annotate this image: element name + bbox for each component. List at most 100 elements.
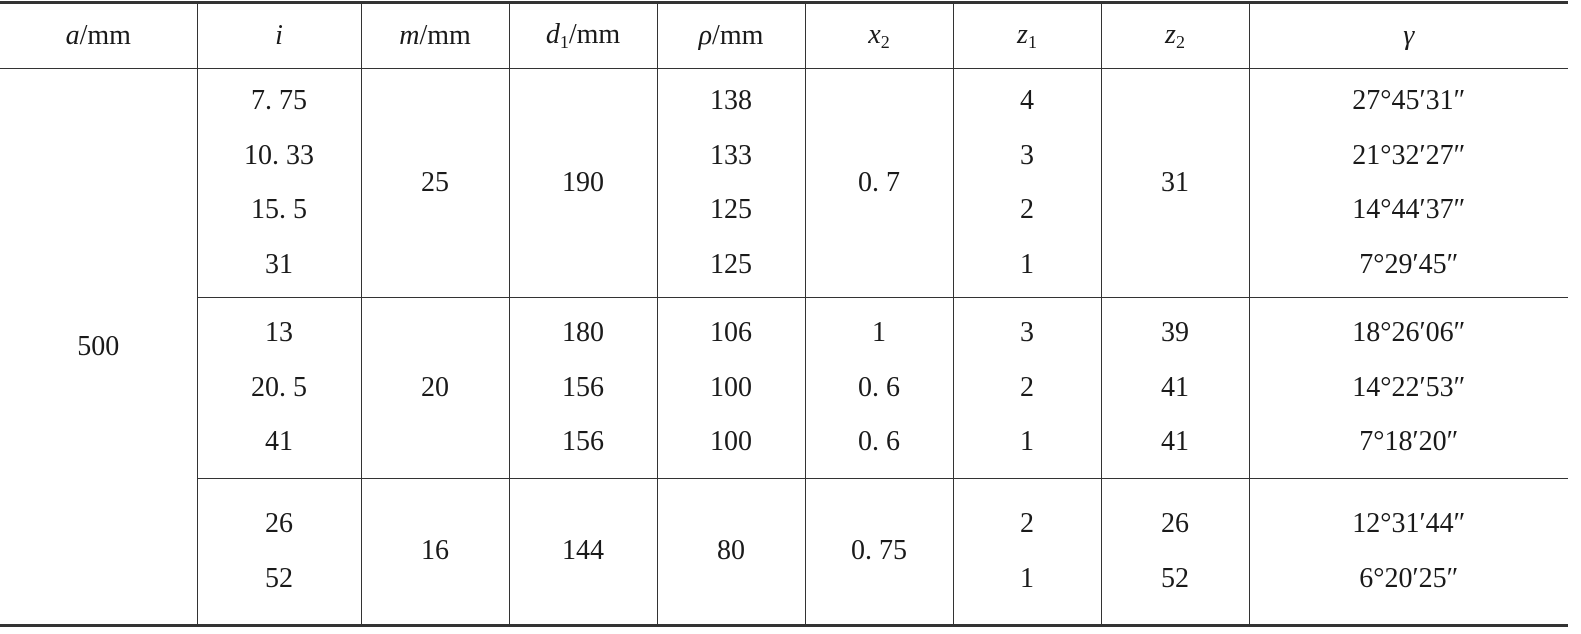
- gamma-value: 27°45′31″: [1352, 85, 1466, 116]
- m-value: 20: [421, 371, 449, 403]
- header-symbol: a: [65, 20, 80, 51]
- header-row: a/mm i m/mm d1/mm ρ/mm x2 z1 z2 γ: [0, 1, 1568, 69]
- z1-value: 3: [1020, 139, 1034, 171]
- header-symbol: x: [868, 19, 881, 50]
- x2-value: 0. 7: [858, 166, 900, 198]
- gamma-cell: 12°31′44″ 6°20′25″: [1248, 478, 1568, 627]
- header-cell: d1/mm: [508, 1, 658, 69]
- d1-cell: 144: [508, 478, 658, 627]
- d1-cell: 190: [508, 68, 658, 298]
- gamma-value: 7°29′45″: [1359, 248, 1459, 280]
- gamma-value: 6°20′25″: [1359, 562, 1459, 594]
- rho-value: 106: [710, 317, 752, 349]
- header-symbol: d: [545, 19, 560, 50]
- x2-cell: 0. 75: [804, 478, 954, 627]
- z1-value: 1: [1020, 248, 1034, 280]
- gamma-cell: 18°26′06″ 14°22′53″ 7°18′20″: [1248, 297, 1568, 479]
- z2-value: 41: [1161, 371, 1189, 403]
- table-body: 500 7. 75 10. 33 15. 5 31 25 190 138 133 125 125 0.…: [0, 68, 1568, 627]
- i-value: 52: [265, 562, 293, 594]
- z1-value: 2: [1020, 194, 1034, 225]
- header-cell: m/mm: [360, 1, 510, 69]
- rho-cell: 138 133 125 125: [656, 68, 806, 298]
- z1-cell: 4 3 2 1: [952, 68, 1102, 298]
- rho-value: 138: [710, 85, 752, 116]
- rho-cell: 80: [656, 478, 806, 627]
- d1-cell: 180 156 156: [508, 297, 658, 479]
- header-symbol: i: [275, 20, 283, 51]
- header-subscript: 2: [880, 32, 890, 52]
- header-symbol: z: [1017, 19, 1028, 50]
- a-cell: 500: [0, 68, 198, 627]
- i-cell: 26 52: [197, 478, 362, 627]
- header-subscript: 2: [1175, 32, 1185, 52]
- x2-value: 0. 6: [858, 371, 900, 403]
- gamma-value: 14°22′53″: [1352, 371, 1466, 403]
- header-symbol: z: [1165, 19, 1176, 50]
- i-value: 26: [265, 508, 293, 539]
- gamma-cell: 27°45′31″ 21°32′27″ 14°44′37″ 7°29′45″: [1248, 68, 1568, 298]
- header-cell: a/mm: [0, 1, 198, 69]
- header-cell: ρ/mm: [656, 1, 806, 69]
- rho-value: 100: [710, 426, 752, 458]
- z1-value: 3: [1020, 317, 1034, 349]
- rho-value: 100: [710, 371, 752, 403]
- x2-cell: 1 0. 6 0. 6: [804, 297, 954, 479]
- m-value: 25: [421, 166, 449, 198]
- i-value: 20. 5: [251, 371, 307, 403]
- gamma-value: 12°31′44″: [1352, 508, 1466, 539]
- data-table: a/mm i m/mm d1/mm ρ/mm x2 z1 z2 γ 500 7. 75 10. 33…: [0, 1, 1568, 627]
- i-value: 13: [265, 317, 293, 349]
- x2-value: 0. 6: [858, 426, 900, 458]
- z2-value: 26: [1161, 508, 1189, 539]
- m-cell: 20: [360, 297, 510, 479]
- z2-cell: 39 41 41: [1100, 297, 1250, 479]
- x2-value: 1: [872, 317, 886, 349]
- z1-value: 2: [1020, 371, 1034, 403]
- z1-value: 1: [1020, 426, 1034, 458]
- rho-value: 125: [710, 194, 752, 225]
- d1-value: 156: [562, 371, 604, 403]
- i-cell: 7. 75 10. 33 15. 5 31: [196, 68, 362, 298]
- x2-value: 0. 75: [851, 535, 907, 567]
- gamma-value: 18°26′06″: [1352, 317, 1466, 349]
- i-value: 10. 33: [244, 139, 314, 171]
- d1-value: 190: [562, 166, 604, 198]
- z2-value: 52: [1161, 562, 1189, 594]
- rho-value: 133: [710, 139, 752, 171]
- m-cell: 25: [360, 68, 510, 298]
- i-value: 31: [265, 248, 293, 280]
- z2-cell: 26 52: [1100, 478, 1250, 627]
- z1-cell: 3 2 1: [952, 297, 1102, 479]
- group-row: 500 7. 75 10. 33 15. 5 31 25 190 138 133 125 125 0.…: [0, 68, 1568, 627]
- header-cell: x2: [804, 1, 954, 69]
- z1-value: 1: [1020, 562, 1034, 594]
- i-cell: 13 20. 5 41: [197, 297, 362, 479]
- header-subscript: 1: [559, 32, 569, 52]
- d1-value: 180: [562, 317, 604, 349]
- rho-cell: 106 100 100: [656, 297, 806, 479]
- gamma-value: 14°44′37″: [1352, 194, 1466, 225]
- header-unit: /mm: [419, 20, 471, 51]
- header-cell: γ: [1248, 1, 1568, 69]
- header-unit: /mm: [712, 20, 764, 51]
- z2-cell: 31: [1100, 68, 1250, 298]
- i-value: 15. 5: [251, 194, 307, 225]
- z1-value: 2: [1020, 508, 1034, 539]
- header-unit: /mm: [568, 19, 621, 50]
- i-value: 7. 75: [251, 85, 307, 116]
- group-row: 26 52 16 144 80 0. 75 2 1 26 52 12°31′44″ 6°20′25″: [0, 478, 1568, 627]
- gamma-value: 7°18′20″: [1359, 426, 1459, 458]
- header-cell: z1: [952, 1, 1102, 69]
- d1-value: 144: [562, 535, 604, 567]
- m-cell: 16: [360, 478, 510, 627]
- x2-cell: 0. 7: [804, 68, 954, 298]
- rho-value: 80: [717, 535, 745, 567]
- gamma-value: 21°32′27″: [1352, 139, 1466, 171]
- header-symbol: ρ: [698, 20, 713, 51]
- header-symbol: γ: [1403, 20, 1415, 51]
- d1-value: 156: [562, 426, 604, 458]
- rho-value: 125: [710, 248, 752, 280]
